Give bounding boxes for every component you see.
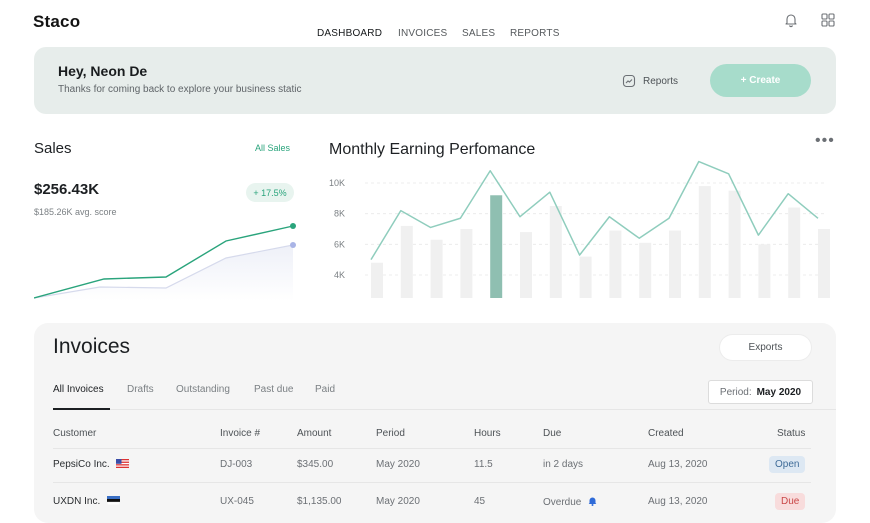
- bar: [400, 225, 413, 298]
- sales-avg-endpoint: [290, 242, 296, 248]
- table-row-created: Aug 13, 2020: [648, 459, 708, 470]
- y-tick-label: 8K: [334, 209, 345, 219]
- bar: [579, 256, 592, 298]
- status-badge[interactable]: Open: [769, 456, 806, 473]
- greeting-subtitle: Thanks for coming back to explore your b…: [58, 84, 302, 95]
- bar: [698, 186, 711, 298]
- bar: [609, 230, 622, 298]
- tab-all-invoices[interactable]: All Invoices: [53, 384, 104, 395]
- us-flag-icon: [116, 459, 130, 468]
- table-row-period: May 2020: [376, 459, 420, 470]
- greeting-title: Hey, Neon De: [58, 63, 148, 79]
- table-row-invoice: UX-045: [220, 496, 254, 507]
- earning-line: [370, 160, 819, 261]
- column-customer[interactable]: Customer: [53, 428, 97, 439]
- table-row-due: in 2 days: [543, 459, 584, 470]
- period-select[interactable]: Period: May 2020: [708, 380, 813, 404]
- invoices-card: [34, 323, 836, 523]
- table-row-customer[interactable]: UXDN Inc.: [53, 496, 121, 507]
- bar: [371, 262, 383, 298]
- sales-avg-line: [34, 244, 294, 299]
- table-row-amount: $345.00: [297, 459, 334, 470]
- row-divider: [53, 482, 811, 483]
- nav-reports[interactable]: REPORTS: [510, 28, 560, 39]
- header-divider: [53, 448, 811, 449]
- highlighted-bar: [490, 195, 503, 298]
- sales-line: [34, 225, 294, 299]
- bar: [728, 190, 741, 298]
- y-tick-label: 4K: [334, 270, 345, 280]
- grid-icon[interactable]: [818, 10, 838, 30]
- table-row-hours: 11.5: [474, 459, 493, 470]
- nav-sales[interactable]: SALES: [462, 28, 496, 39]
- all-sales-link[interactable]: All Sales: [255, 143, 291, 153]
- period-label: Period:: [719, 386, 752, 398]
- app-logo[interactable]: Staco: [33, 12, 81, 31]
- ee-flag-icon: [107, 496, 121, 505]
- column-invoice[interactable]: Invoice #: [220, 428, 261, 439]
- bell-icon: [588, 497, 597, 506]
- period-value: May 2020: [756, 386, 802, 398]
- earning-chart-title: Monthly Earning Perfomance: [329, 141, 536, 158]
- create-button[interactable]: + Create: [710, 64, 811, 97]
- column-status[interactable]: Status: [777, 428, 806, 439]
- table-row-amount: $1,135.00: [297, 496, 342, 507]
- sales-sparkline: [34, 223, 296, 301]
- tab-drafts[interactable]: Drafts: [127, 384, 154, 395]
- table-row-created: Aug 13, 2020: [648, 496, 708, 507]
- y-tick-label: 6K: [334, 239, 345, 249]
- sales-title: Sales: [34, 140, 72, 157]
- column-amount[interactable]: Amount: [297, 428, 332, 439]
- nav-dashboard[interactable]: DASHBOARD: [317, 28, 383, 39]
- tabs-divider: [53, 409, 836, 410]
- sales-average: $185.26K avg. score: [34, 207, 117, 217]
- table-row-hours: 45: [474, 496, 486, 507]
- status-badge[interactable]: Due: [775, 493, 806, 510]
- active-tab-indicator: [53, 408, 110, 410]
- column-due[interactable]: Due: [543, 428, 562, 439]
- nav-invoices[interactable]: INVOICES: [398, 28, 448, 39]
- reports-label: Reports: [643, 75, 679, 87]
- bar: [818, 229, 830, 298]
- column-created[interactable]: Created: [648, 428, 684, 439]
- tab-paid[interactable]: Paid: [315, 384, 336, 395]
- welcome-banner: [34, 47, 836, 114]
- table-row-invoice: DJ-003: [220, 459, 253, 470]
- table-row-due: Overdue: [543, 496, 597, 508]
- bar: [549, 206, 562, 298]
- bar: [758, 244, 771, 298]
- column-period[interactable]: Period: [376, 428, 405, 439]
- table-row-period: May 2020: [376, 496, 420, 507]
- sales-change-badge: + 17.5%: [246, 183, 294, 202]
- bar: [669, 230, 681, 298]
- exports-button[interactable]: Exports: [720, 335, 811, 360]
- bell-icon[interactable]: [781, 10, 801, 30]
- reports-button[interactable]: Reports: [622, 72, 678, 90]
- tab-past-due[interactable]: Past due: [254, 384, 294, 395]
- table-row-customer[interactable]: PepsiCo Inc.: [53, 459, 130, 470]
- earning-chart: 10K 8K 6K 4K: [329, 160, 830, 298]
- bar: [639, 242, 652, 298]
- column-hours[interactable]: Hours: [474, 428, 501, 439]
- sales-value: $256.43K: [34, 181, 100, 198]
- bar: [520, 232, 532, 298]
- tab-outstanding[interactable]: Outstanding: [176, 384, 230, 395]
- bar: [430, 239, 443, 298]
- reports-icon: [622, 74, 636, 88]
- sales-line-endpoint: [290, 223, 296, 229]
- bar: [788, 207, 801, 298]
- bar: [460, 229, 473, 298]
- y-tick-label: 10K: [329, 178, 345, 188]
- more-options-icon[interactable]: •••: [815, 132, 835, 149]
- invoices-title: Invoices: [53, 335, 131, 358]
